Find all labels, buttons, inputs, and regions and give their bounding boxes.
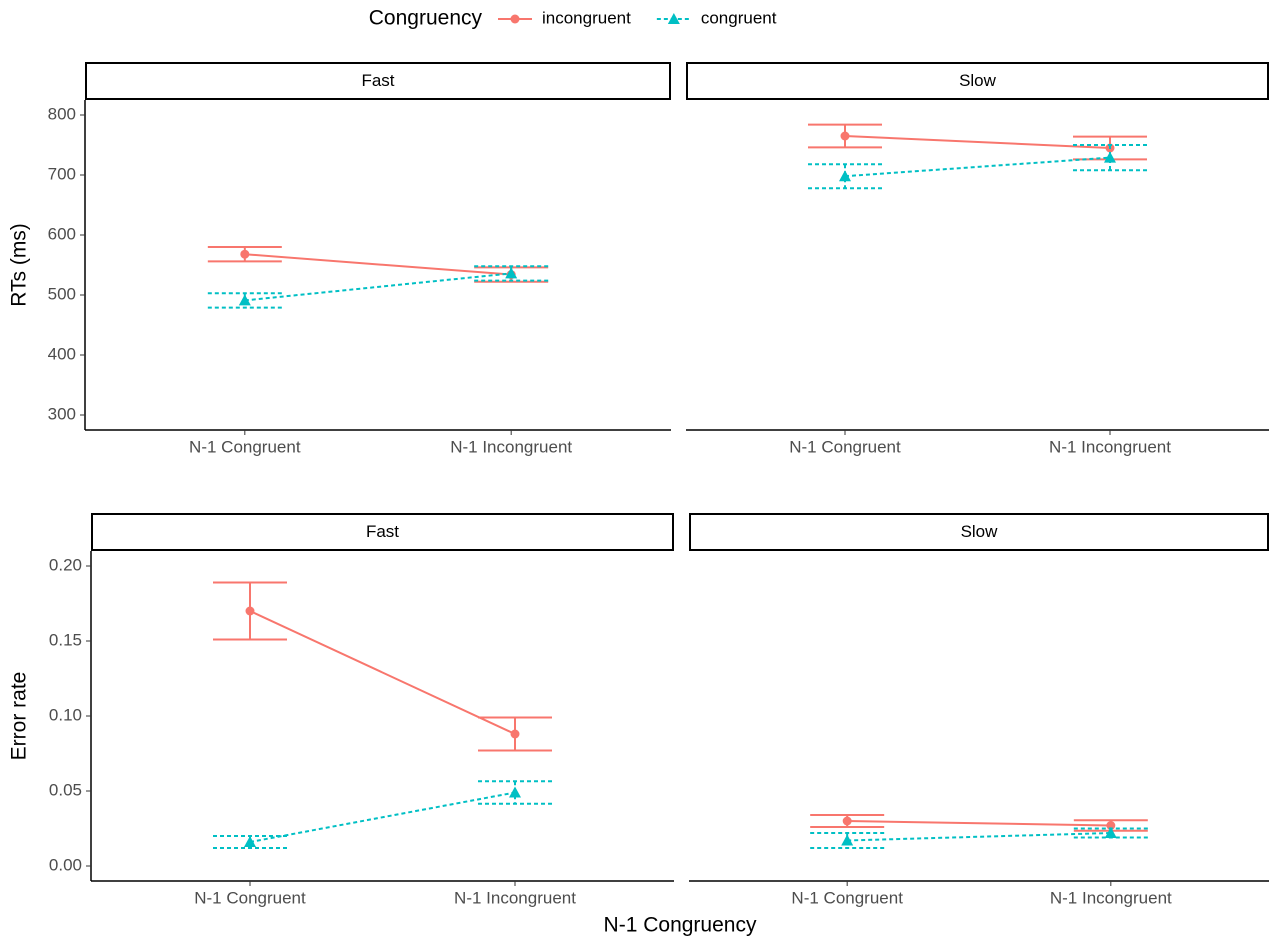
series-line: [847, 832, 1111, 842]
strip-title: Slow: [961, 522, 999, 541]
point: [510, 729, 520, 739]
point: [240, 249, 250, 259]
point: [1104, 827, 1117, 838]
x-tick-label: N-1 Congruent: [189, 437, 301, 456]
error-bar: [808, 163, 882, 190]
legend-label: incongruent: [542, 8, 631, 27]
x-tick-label: N-1 Incongruent: [454, 888, 576, 907]
point: [509, 786, 521, 798]
series-line: [244, 253, 512, 276]
point: [839, 170, 851, 182]
legend-title: Congruency: [369, 7, 483, 30]
y-axis-title: RTs (ms): [8, 223, 31, 307]
strip: [91, 513, 674, 551]
legend-label: congruent: [701, 8, 777, 27]
error-bar: [478, 780, 552, 805]
y-tick-label: 0.10: [49, 705, 82, 724]
strip: [689, 513, 1269, 551]
x-tick-label: N-1 Congruent: [789, 437, 901, 456]
x-axis-title: N-1 Congruency: [604, 914, 757, 937]
y-tick-label: 800: [48, 104, 76, 123]
point: [244, 836, 256, 847]
y-tick-label: 300: [48, 404, 76, 423]
x-tick-label: N-1 Incongruent: [1049, 437, 1171, 456]
point: [1104, 151, 1116, 163]
point: [238, 294, 251, 306]
y-tick-label: 700: [48, 164, 76, 183]
y-tick-label: 0.00: [49, 855, 82, 874]
strip: [85, 62, 671, 100]
strip: [686, 62, 1269, 100]
series-line: [844, 135, 1111, 149]
y-tick-label: 500: [48, 284, 76, 303]
series-line: [844, 156, 1111, 178]
point: [842, 816, 852, 826]
x-tick-label: N-1 Incongruent: [1050, 888, 1172, 907]
series-line: [249, 610, 516, 735]
x-tick-label: N-1 Congruent: [194, 888, 306, 907]
y-tick-label: 400: [48, 344, 76, 363]
series-line: [244, 272, 512, 302]
point: [510, 14, 520, 24]
y-axis-title: Error rate: [8, 672, 31, 761]
point: [1106, 821, 1116, 830]
strip-title: Fast: [366, 522, 399, 541]
x-tick-label: N-1 Congruent: [791, 888, 903, 907]
point: [840, 131, 850, 141]
point: [505, 267, 518, 279]
strip-title: Fast: [361, 71, 394, 90]
y-tick-label: 0.20: [49, 555, 82, 574]
point: [667, 13, 680, 24]
y-tick-label: 0.05: [49, 780, 82, 799]
error-bar: [1073, 144, 1147, 172]
x-tick-label: N-1 Incongruent: [450, 437, 572, 456]
strip-title: Slow: [959, 71, 997, 90]
y-tick-label: 600: [48, 224, 76, 243]
point: [245, 606, 255, 616]
series-line: [249, 791, 516, 843]
y-tick-label: 0.15: [49, 630, 82, 649]
series-line: [847, 820, 1111, 827]
point: [841, 834, 854, 846]
